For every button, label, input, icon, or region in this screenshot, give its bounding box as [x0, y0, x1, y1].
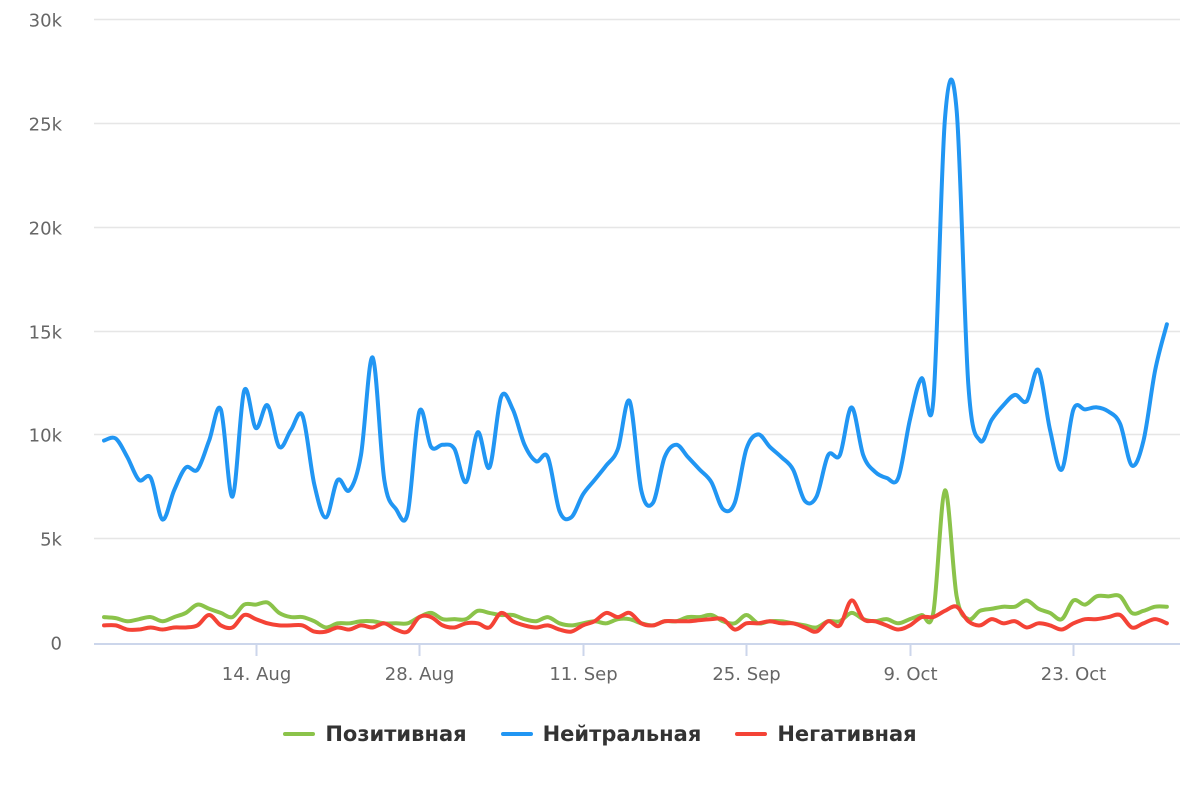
line-chart: 0 5k 10k 15k 20k 25k 30k 14. Aug 28. Aug 11. Sep…: [29, 11, 1180, 685]
y-tick-label: 20k: [29, 219, 63, 240]
x-tick-label: 25. Sep: [712, 664, 780, 685]
series-line-negative: [102, 598, 1169, 635]
y-tick-label: 30k: [29, 11, 63, 32]
series-line-neutral: [102, 77, 1169, 523]
x-tick-label: 9. Oct: [883, 664, 937, 685]
y-tick-label: 15k: [29, 323, 63, 344]
x-axis: 14. Aug 28. Aug 11. Sep 25. Sep 9. Oct 23. Oc…: [94, 643, 1180, 685]
legend-swatch-positive: [283, 732, 316, 736]
legend-item-positive[interactable]: Позитивная: [283, 722, 467, 746]
y-axis: 0 5k 10k 15k 20k 25k 30k: [29, 11, 63, 655]
y-tick-label: 0: [51, 634, 62, 655]
legend: Позитивная Нейтральная Негативная: [0, 722, 1200, 746]
y-tick-label: 25k: [29, 115, 63, 136]
x-tick-label: 23. Oct: [1041, 664, 1106, 685]
legend-swatch-neutral: [500, 732, 533, 736]
y-tick-label: 10k: [29, 426, 63, 447]
legend-label-positive: Позитивная: [325, 722, 467, 746]
x-tick-label: 14. Aug: [222, 664, 292, 685]
series-line-positive: [102, 488, 1169, 630]
legend-label-neutral: Нейтральная: [542, 722, 702, 746]
series-lines: [102, 77, 1169, 635]
y-tick-label: 5k: [40, 530, 62, 551]
legend-item-negative[interactable]: Негативная: [735, 722, 917, 746]
x-tick-label: 11. Sep: [549, 664, 617, 685]
x-tick-label: 28. Aug: [385, 664, 455, 685]
legend-label-negative: Негативная: [777, 722, 917, 746]
legend-item-neutral[interactable]: Нейтральная: [500, 722, 702, 746]
legend-swatch-negative: [735, 732, 768, 736]
